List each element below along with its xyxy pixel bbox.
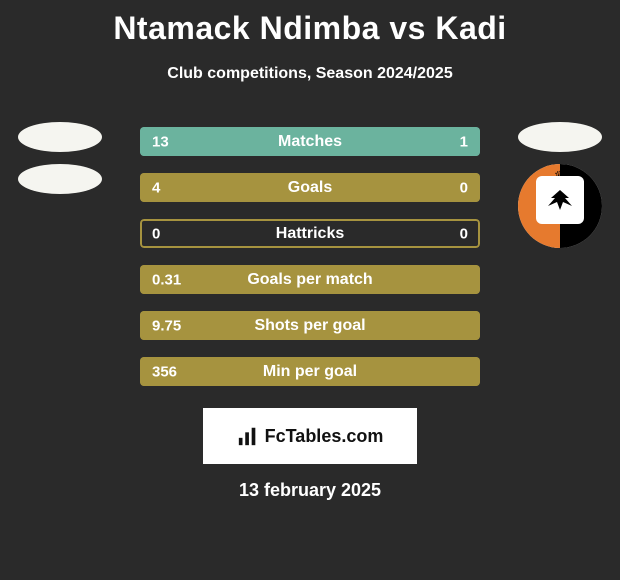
stat-value-left: 9.75: [152, 317, 181, 334]
stat-value-left: 0: [152, 225, 160, 242]
brand-footer[interactable]: FcTables.com: [203, 408, 417, 464]
stat-label: Min per goal: [263, 363, 357, 381]
right-logo-2: ♛: [518, 164, 602, 248]
page-title: Ntamack Ndimba vs Kadi: [0, 0, 620, 47]
stat-row: 4 Goals 0: [140, 173, 480, 202]
stat-value-right: 0: [460, 179, 468, 196]
chart-icon: [237, 425, 259, 447]
stat-row: 13 Matches 1: [140, 127, 480, 156]
stats-bars: 13 Matches 1 4 Goals 0 0 Hattricks 0 0.31 Goals pe…: [140, 127, 480, 386]
stat-label: Goals: [288, 179, 332, 197]
brand-text: FcTables.com: [265, 426, 384, 447]
subtitle: Club competitions, Season 2024/2025: [0, 47, 620, 83]
stat-row: 0.31 Goals per match: [140, 265, 480, 294]
right-logo-1: [518, 122, 602, 152]
left-team-logos: [18, 122, 102, 194]
stat-label: Matches: [278, 133, 342, 151]
left-logo-1: [18, 122, 102, 152]
stat-value-left: 0.31: [152, 271, 181, 288]
left-logo-2: [18, 164, 102, 194]
stat-row: 356 Min per goal: [140, 357, 480, 386]
stat-row: 0 Hattricks 0: [140, 219, 480, 248]
stat-value-left: 13: [152, 133, 169, 150]
stat-value-left: 356: [152, 363, 177, 380]
stat-label: Shots per goal: [254, 317, 365, 335]
stat-value-left: 4: [152, 179, 160, 196]
stat-value-right: 1: [460, 133, 468, 150]
stat-value-right: 0: [460, 225, 468, 242]
right-team-logos: ♛: [518, 122, 602, 248]
stat-label: Goals per match: [247, 271, 372, 289]
stat-row: 9.75 Shots per goal: [140, 311, 480, 340]
eagle-icon: [536, 176, 585, 225]
date-text: 13 february 2025: [0, 480, 620, 501]
bar-fill-right: [426, 127, 480, 156]
stat-label: Hattricks: [276, 225, 344, 243]
